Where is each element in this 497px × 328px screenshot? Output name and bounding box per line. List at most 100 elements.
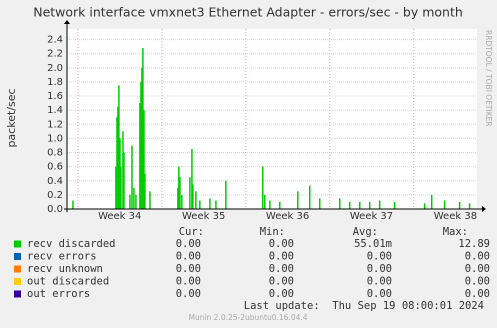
marks: [72, 48, 471, 209]
bar: [279, 201, 281, 209]
bar: [117, 106, 119, 209]
bar: [120, 166, 122, 209]
bar: [318, 198, 321, 209]
legend-stat: 0.00: [269, 251, 294, 263]
stats-header: Min:: [260, 226, 285, 238]
y-axis-arrow: [64, 20, 70, 24]
bar: [189, 177, 191, 209]
watermark: RRDTOOL / TOBI OETIKER: [484, 30, 493, 127]
legend-stat: 0.00: [465, 251, 490, 263]
legend-stat: 55.01m: [354, 238, 392, 250]
stats-header: Avg:: [353, 226, 378, 238]
bar: [181, 194, 183, 209]
bar: [262, 166, 264, 209]
legend-stat: 0.00: [465, 263, 490, 275]
bar: [129, 194, 131, 209]
y-tick-label: 2.0: [47, 63, 63, 74]
x-axis-arrow: [482, 206, 486, 212]
stats-header: Max:: [443, 226, 468, 238]
bar: [458, 201, 461, 209]
bar: [297, 191, 299, 209]
bar: [199, 200, 201, 209]
bar: [359, 201, 361, 209]
bar: [144, 173, 146, 209]
bar: [135, 194, 137, 209]
y-tick-label: 2.4: [47, 35, 63, 46]
bar: [195, 191, 197, 209]
bar: [348, 201, 351, 209]
bar: [141, 67, 143, 209]
bar: [179, 177, 181, 209]
legend-stat: 0.00: [176, 251, 201, 263]
legend-stat: 0.00: [176, 238, 201, 250]
y-tick-label: 0.8: [47, 148, 63, 159]
bar: [119, 138, 121, 209]
y-tick-label: 0.4: [47, 176, 63, 187]
bar: [149, 191, 151, 209]
bar: [225, 180, 227, 209]
bar: [264, 194, 266, 209]
legend-label: recv errors: [27, 251, 97, 263]
x-tick-label: Week 34: [98, 211, 141, 222]
legend-stat: 0.00: [269, 276, 294, 288]
y-tick-label: 1.4: [47, 105, 63, 116]
bar: [215, 200, 217, 209]
bar: [178, 166, 180, 209]
bar: [309, 185, 311, 209]
y-tick-label: 0.0: [47, 204, 63, 215]
legend-stat: 0.00: [465, 276, 490, 288]
bar: [423, 203, 426, 209]
bar: [123, 152, 125, 209]
plot-area: [67, 29, 477, 209]
legend-swatch: [14, 253, 21, 260]
bar: [140, 81, 142, 209]
legend-swatch: [14, 265, 21, 273]
legend-stat: 0.00: [176, 276, 201, 288]
bar: [122, 131, 124, 209]
bar: [338, 198, 341, 209]
bar: [131, 145, 133, 209]
legend-swatch: [14, 240, 21, 248]
y-axis-label: packet/sec: [5, 88, 18, 147]
x-tick-label: Week 36: [266, 211, 309, 222]
legend-stat: 0.00: [367, 288, 392, 300]
bar: [393, 201, 396, 209]
bar: [269, 200, 271, 209]
legend-label: out errors: [27, 288, 90, 300]
legend-stat: 0.00: [367, 263, 392, 275]
last-update: Last update: Thu Sep 19 08:00:01 2024: [244, 300, 484, 312]
bar: [118, 85, 120, 209]
axes: [64, 20, 486, 212]
bar: [209, 198, 211, 209]
legend-stat: 0.00: [269, 263, 294, 275]
bar: [133, 187, 135, 209]
legend-stat: 0.00: [269, 238, 294, 250]
bar: [191, 149, 193, 209]
bar: [368, 201, 371, 209]
bar: [115, 166, 117, 209]
legend-stat: 0.00: [269, 288, 294, 300]
legend: Cur: Min: Avg: Max:recv discarded 0.00 0.00 55…: [14, 226, 490, 300]
bar: [177, 187, 179, 209]
bar: [192, 184, 194, 209]
y-tick-label: 0.6: [47, 162, 63, 173]
legend-stat: 12.89: [458, 238, 490, 250]
bar: [443, 200, 446, 209]
legend-label: recv discarded: [27, 238, 116, 250]
y-tick-label: 1.0: [47, 133, 63, 144]
legend-stat: 0.00: [465, 288, 490, 300]
bar: [430, 194, 433, 209]
chart-title: Network interface vmxnet3 Ethernet Adapt…: [33, 5, 463, 20]
bar: [142, 48, 144, 209]
legend-swatch: [14, 278, 21, 285]
bar: [72, 200, 74, 209]
y-tick-label: 1.8: [47, 77, 63, 88]
bar: [139, 103, 141, 209]
bar: [468, 203, 471, 209]
bar: [378, 200, 381, 209]
x-tick-label: Week 37: [350, 211, 393, 222]
bar: [116, 117, 118, 209]
y-tick-label: 0.2: [47, 190, 63, 201]
x-tick-label: Week 38: [434, 211, 477, 222]
